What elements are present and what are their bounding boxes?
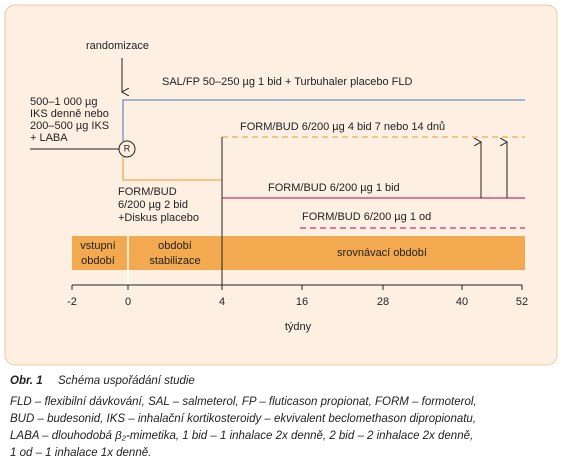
tick-label: 40 bbox=[456, 296, 468, 308]
stabilization-text: 6/200 µg 2 bid bbox=[118, 199, 188, 211]
axis-label: týdny bbox=[285, 321, 312, 333]
arm-label: FORM/BUD 6/200 µg 1 bid bbox=[268, 182, 400, 194]
baseline-text: + LABA bbox=[30, 132, 68, 144]
stabilization-text: +Diskus placebo bbox=[118, 212, 199, 224]
marker-label: R bbox=[124, 143, 131, 153]
arm-label: FORM/BUD 6/200 µg 4 bid 7 nebo 14 dnů bbox=[240, 121, 445, 133]
baseline-text: IKS denně nebo bbox=[30, 108, 109, 120]
tick-label: 16 bbox=[296, 296, 308, 308]
panel bbox=[4, 4, 558, 366]
caption-title: Schéma uspořádání studie bbox=[58, 375, 195, 387]
period-band bbox=[72, 236, 525, 270]
arm-label: FORM/BUD 6/200 µg 1 od bbox=[302, 211, 431, 223]
tick-label: 52 bbox=[516, 296, 528, 308]
arm-line bbox=[122, 99, 525, 141]
tick-label: -2 bbox=[67, 296, 77, 308]
randomization-marker bbox=[118, 140, 136, 158]
baseline-text: 200–500 µg IKS bbox=[30, 120, 109, 132]
ticks: -2 0 4 16 28 40 52 bbox=[67, 285, 528, 308]
period-label: období bbox=[81, 255, 115, 267]
footnote: 1 od – 1 inhalace 1x denně. bbox=[10, 447, 151, 459]
footnote: LABA – dlouhodobá β₂-mimetika, 1 bid – 1… bbox=[10, 430, 473, 442]
randomization-label: randomizace bbox=[86, 40, 149, 52]
caption-number: Obr. 1 bbox=[10, 375, 43, 387]
footnote: BUD – budesonid, IKS – inhalační kortiko… bbox=[10, 413, 476, 425]
tick-label: 28 bbox=[377, 296, 389, 308]
stabilization-line bbox=[122, 157, 222, 181]
baseline-text: 500–1 000 µg bbox=[30, 96, 98, 108]
footnote: FLD – flexibilní dávkování, SAL – salmet… bbox=[10, 396, 477, 408]
arm-label: SAL/FP 50–250 µg 1 bid + Turbuhaler plac… bbox=[162, 76, 412, 88]
period-label: stabilizace bbox=[149, 255, 200, 267]
period-label: období bbox=[158, 240, 192, 252]
period-label: vstupní bbox=[80, 240, 115, 252]
tick-label: 4 bbox=[219, 296, 225, 308]
stabilization-text: FORM/BUD bbox=[118, 186, 177, 198]
tick-label: 0 bbox=[125, 296, 131, 308]
period-label: srovnávací období bbox=[337, 247, 427, 259]
